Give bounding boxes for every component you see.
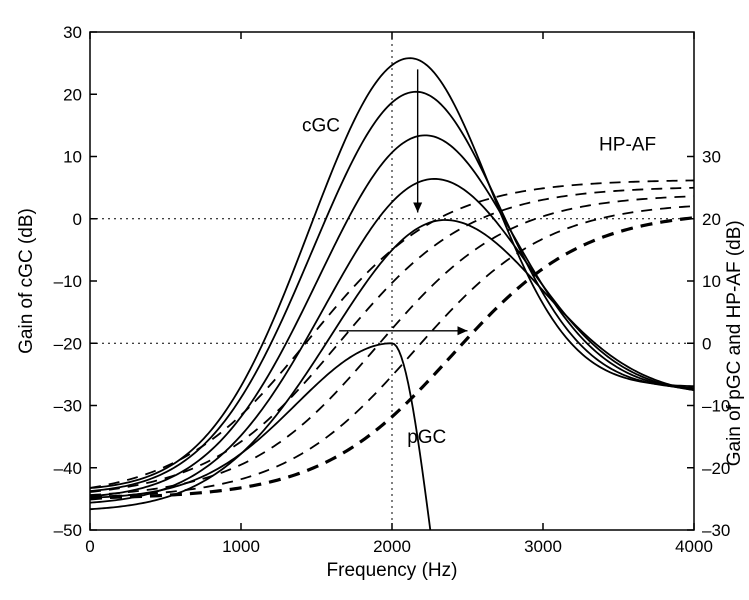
y-left-tick-label: –50 — [54, 521, 82, 540]
y-right-tick-label: –30 — [702, 521, 730, 540]
annotation-pgc: pGC — [407, 427, 446, 448]
y-left-tick-label: –10 — [54, 272, 82, 291]
y-left-axis-label: Gain of cGC (dB) — [16, 208, 37, 354]
x-tick-label: 3000 — [524, 537, 562, 556]
gain-vs-frequency-chart: cGCHP-AFpGC 01000200030004000–50–40–30–2… — [0, 0, 749, 600]
x-axis-label: Frequency (Hz) — [327, 560, 458, 581]
annotation-hpaf: HP-AF — [599, 134, 656, 155]
y-left-tick-label: –30 — [54, 397, 82, 416]
y-right-tick-label: 10 — [702, 272, 721, 291]
annotation-cgc: cGC — [302, 116, 340, 137]
y-right-tick-label: 20 — [702, 210, 721, 229]
y-left-tick-label: 20 — [63, 85, 82, 104]
x-tick-label: 1000 — [222, 537, 260, 556]
x-tick-label: 0 — [85, 537, 94, 556]
y-left-tick-label: 0 — [73, 210, 82, 229]
y-right-tick-label: 30 — [702, 148, 721, 167]
y-left-tick-label: –20 — [54, 334, 82, 353]
x-tick-label: 2000 — [373, 537, 411, 556]
y-left-tick-label: –40 — [54, 459, 82, 478]
y-left-tick-label: 30 — [63, 23, 82, 42]
y-right-tick-label: 0 — [702, 334, 711, 353]
y-left-tick-label: 10 — [63, 148, 82, 167]
chart-background — [0, 0, 749, 600]
y-right-axis-label: Gain of pGC and HP-AF (dB) — [724, 220, 745, 466]
